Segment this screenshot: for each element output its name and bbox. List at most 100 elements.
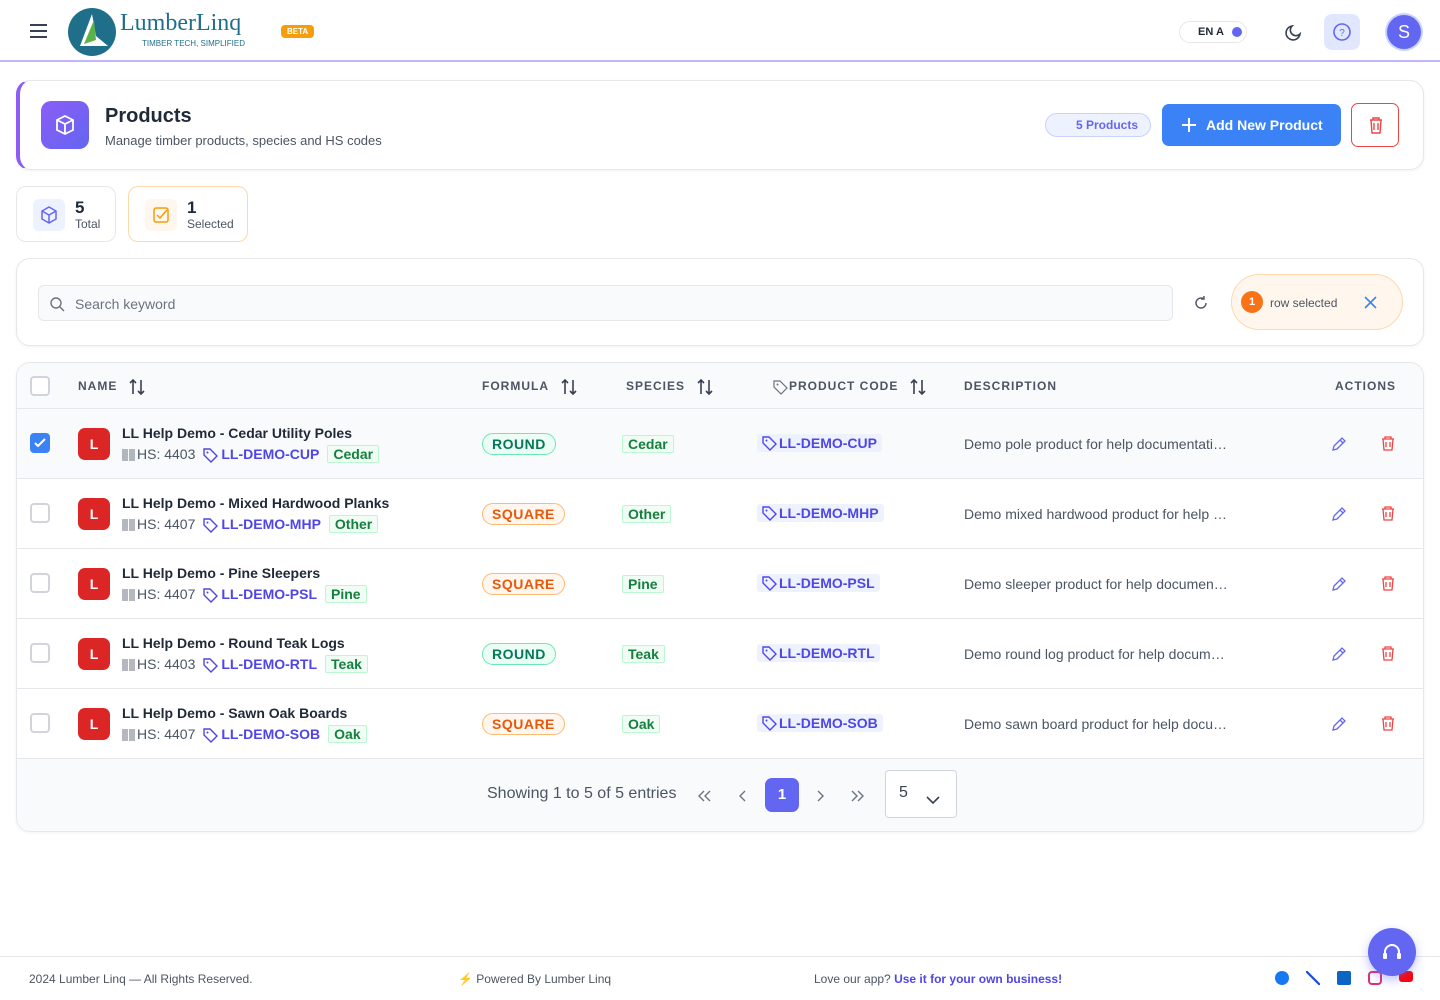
formula-pill: SQUARE [482,503,565,525]
table-head [17,363,1423,409]
tag-icon [762,716,777,733]
delete-button[interactable] [1381,436,1395,457]
stat-icon [145,199,177,231]
support-button[interactable] [1368,928,1416,976]
table-row[interactable]: L LL Help Demo - Pine Sleepers HS: 4407 LL-… [17,549,1423,619]
row-checkbox[interactable] [30,573,50,593]
love: Love our app? [814,972,891,986]
selected-text: row selected [1270,296,1338,310]
description: Demo sleeper product for help documen… [964,576,1228,592]
tag-icon [203,518,219,535]
column-header[interactable]: PRODUCT CODE [773,378,926,396]
edit-button[interactable] [1331,576,1347,597]
hs-text: HS: 4403 [137,656,196,672]
delete-button[interactable] [1381,716,1395,737]
delete-button[interactable] [1381,646,1395,667]
count-badge: 5 Products [1045,113,1152,137]
add-button[interactable]: Add New Product [1162,104,1341,146]
instagram[interactable] [1368,971,1382,985]
language-toggle[interactable]: EN A [1179,21,1247,43]
code-pill: LL-DEMO-RTL [757,644,880,662]
edit-button[interactable] [1331,716,1347,737]
next-page[interactable] [817,789,831,807]
bulk-delete[interactable] [1351,103,1399,147]
first-page[interactable] [698,789,712,807]
last-page[interactable] [851,789,865,807]
selected-count: 1 [1241,291,1263,313]
table-row[interactable]: L LL Help Demo - Cedar Utility Poles HS: 4… [17,409,1423,479]
barcode-icon [122,448,135,464]
tagline: TIMBER TECH, SIMPLIFIED [142,39,245,48]
stat-value: 1 [187,198,197,217]
table-row[interactable]: L LL Help Demo - Round Teak Logs HS: 4403 L… [17,619,1423,689]
tag-icon [762,576,777,593]
row-checkbox[interactable] [30,713,50,733]
hs-code: HS: 4403 [122,656,195,672]
dark-mode[interactable] [1285,23,1303,41]
delete-button[interactable] [1381,576,1395,597]
footer-line [0,956,1440,957]
edit-button[interactable] [1331,646,1347,667]
edit-button[interactable] [1331,506,1347,527]
tag-icon [203,658,219,675]
sort-icon[interactable] [910,378,926,399]
sort-icon[interactable] [561,378,577,399]
hs-text: HS: 4407 [137,586,196,602]
entries-summary: Showing 1 to 5 of 5 entries [487,785,677,802]
menu-icon[interactable] [30,24,48,38]
product-code: LL-DEMO-SOB [203,726,320,743]
edit-button[interactable] [1331,436,1347,457]
stat-icon [33,199,65,231]
clear-selection[interactable] [1364,296,1377,309]
tag-icon [773,380,788,395]
x[interactable] [1306,971,1320,985]
header: LumberLinq TIMBER TECH, SIMPLIFIED BETA … [0,0,1440,62]
prev-page[interactable] [739,789,753,807]
current-page[interactable]: 1 [765,778,799,812]
facebook[interactable] [1275,971,1289,985]
column-header[interactable]: SPECIES [626,378,713,396]
row-checkbox[interactable] [30,503,50,523]
code-pill: LL-DEMO-PSL [757,574,880,592]
species-tag: Pine [325,585,367,603]
page-title: Products [105,105,192,127]
page-size-select[interactable]: 5 [885,770,957,818]
refresh-icon[interactable] [1194,296,1208,310]
promo-link[interactable]: Use it for your own business! [894,972,1063,986]
youtube[interactable] [1399,971,1413,982]
linkedin[interactable] [1337,971,1351,985]
table-row[interactable]: L LL Help Demo - Sawn Oak Boards HS: 4407 L… [17,689,1423,759]
hs-text: HS: 4407 [137,726,196,742]
description: Demo round log product for help docum… [964,646,1225,662]
delete-button[interactable] [1381,506,1395,527]
row-checkbox[interactable] [30,643,50,663]
product-avatar: L [78,428,110,460]
stat-label: Total [75,217,101,231]
table-row[interactable]: L LL Help Demo - Mixed Hardwood Planks HS:… [17,479,1423,549]
logo [68,8,116,56]
checkbox[interactable] [30,376,50,396]
formula-pill: SQUARE [482,713,565,735]
column-header[interactable]: NAME [78,378,145,396]
product-name: LL Help Demo - Sawn Oak Boards [122,705,348,721]
copyright: 2024 Lumber Linq — All Rights Reserved. [29,972,253,986]
product-code: LL-DEMO-CUP [203,446,319,463]
search-input[interactable]: Search keyword [38,285,1173,321]
sort-icon[interactable] [697,378,713,399]
help-button[interactable]: ? [1324,14,1360,50]
row-checkbox[interactable] [30,433,50,453]
product-avatar: L [78,708,110,740]
avatar[interactable]: S [1387,15,1421,49]
sort-icon[interactable] [129,378,145,399]
species-pill: Cedar [622,435,674,453]
description: Demo pole product for help documentati… [964,436,1228,452]
pagination: Showing 1 to 5 of 5 entries 1 5 [17,759,1423,831]
count-badge-text: 5 Products [1076,118,1139,132]
code-pill-text: LL-DEMO-PSL [779,575,875,591]
column-header[interactable]: FORMULA [482,378,577,396]
column-header: ACTIONS [1335,379,1396,393]
species-tag: Teak [325,655,368,673]
product-name: LL Help Demo - Cedar Utility Poles [122,425,353,441]
product-avatar: L [78,568,110,600]
